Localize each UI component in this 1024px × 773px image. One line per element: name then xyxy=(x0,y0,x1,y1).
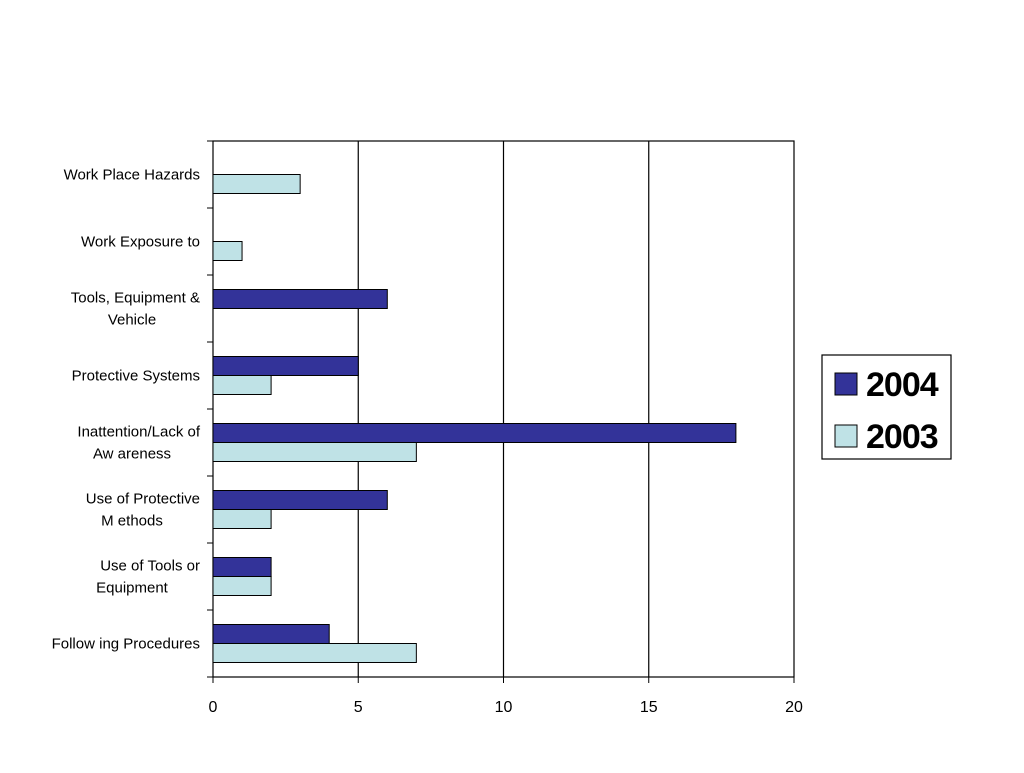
category-label-line: Aw areness xyxy=(93,446,171,463)
bar-2004 xyxy=(212,557,272,577)
legend-label-2004: 2004 xyxy=(866,366,939,404)
category-label: Work Place Hazards xyxy=(64,167,200,184)
category-label: Follow ing Procedures xyxy=(52,636,200,653)
category-label-line: M ethods xyxy=(101,513,163,530)
category-label-line: Vehicle xyxy=(108,312,156,329)
category-label: Work Exposure to xyxy=(81,234,200,251)
bar-2003 xyxy=(212,509,272,529)
x-tick-label: 20 xyxy=(785,699,803,716)
category-label-line: Inattention/Lack of xyxy=(77,424,200,441)
legend-swatch-2004 xyxy=(834,372,858,396)
legend-label-2003: 2003 xyxy=(866,418,938,456)
legend-box xyxy=(821,354,952,460)
legend-swatch-2003 xyxy=(834,424,858,448)
bar-2003 xyxy=(212,442,417,462)
category-label: Use of Protective M ethods xyxy=(86,491,200,530)
bar-2004 xyxy=(212,624,330,644)
category-label: Use of Tools or Equipment xyxy=(96,558,200,597)
category-label: Protective Systems xyxy=(72,368,200,385)
x-tick-label: 0 xyxy=(209,699,218,716)
category-label-line: Protective Systems xyxy=(72,368,200,385)
category-label-line: Use of Tools or xyxy=(100,558,200,575)
category-label-line: Work Place Hazards xyxy=(64,167,200,184)
x-tick-label: 10 xyxy=(495,699,513,716)
category-label-line: Work Exposure to xyxy=(81,234,200,251)
category-label-line: Use of Protective xyxy=(86,491,200,508)
bar-2004 xyxy=(212,289,388,309)
category-label-line: Equipment xyxy=(96,580,169,597)
bar-2004 xyxy=(212,423,737,443)
bar-2003 xyxy=(212,375,272,395)
category-label-line: Tools, Equipment & xyxy=(71,290,200,307)
bar-2003 xyxy=(212,174,301,194)
bar-2004 xyxy=(212,356,359,376)
bar-2003 xyxy=(212,241,243,261)
bar-2003 xyxy=(212,643,417,663)
category-label-line: Follow ing Procedures xyxy=(52,636,200,653)
bar-2003 xyxy=(212,576,272,596)
x-tick-label: 15 xyxy=(640,699,658,716)
category-label: Inattention/Lack of Aw areness xyxy=(77,424,200,463)
category-label: Tools, Equipment & Vehicle xyxy=(71,290,200,329)
x-tick-label: 5 xyxy=(354,699,363,716)
bar-2004 xyxy=(212,490,388,510)
